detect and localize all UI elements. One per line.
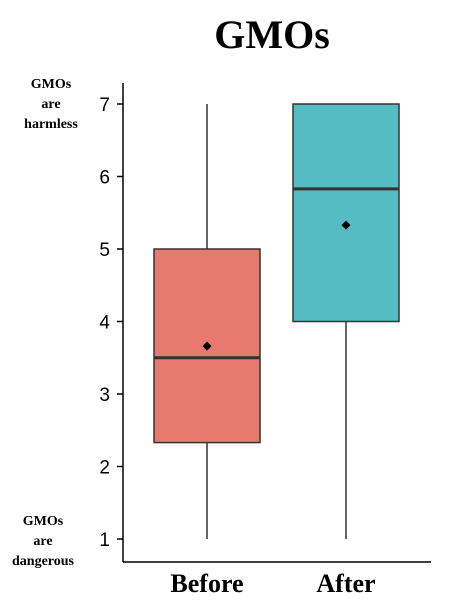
y-tick-label: 6	[99, 168, 110, 189]
y-axis-ticks: 1 2 3 4 5 6 7	[99, 95, 123, 551]
box-after	[292, 103, 400, 539]
y-annotation-bottom-line-3: dangerous	[12, 554, 75, 569]
mean-marker	[202, 341, 212, 351]
mean-marker	[341, 220, 351, 230]
x-category-label: Before	[170, 569, 243, 598]
y-tick-label: 5	[99, 240, 110, 261]
box-series	[153, 103, 400, 539]
box-before	[153, 104, 261, 539]
y-annotation-bottom-line-1: GMOs	[23, 514, 64, 529]
x-axis-labels: Before After	[170, 569, 375, 598]
chart-title: GMOs	[214, 12, 330, 57]
y-tick-label: 7	[99, 95, 110, 116]
y-annotation-bottom: GMOs are dangerous	[12, 514, 75, 569]
y-annotation-top-line-2: are	[41, 97, 60, 112]
box-body	[292, 103, 400, 323]
y-tick-label: 4	[99, 313, 110, 334]
y-tick-label: 3	[99, 385, 110, 406]
x-category-label: After	[316, 569, 375, 598]
y-tick-label: 2	[99, 458, 110, 479]
y-annotation-top-line-1: GMOs	[31, 77, 72, 92]
y-tick-label: 1	[99, 530, 110, 551]
y-annotation-top: GMOs are harmless	[24, 77, 78, 132]
y-annotation-bottom-line-2: are	[33, 534, 52, 549]
y-annotation-top-line-3: harmless	[24, 117, 78, 132]
